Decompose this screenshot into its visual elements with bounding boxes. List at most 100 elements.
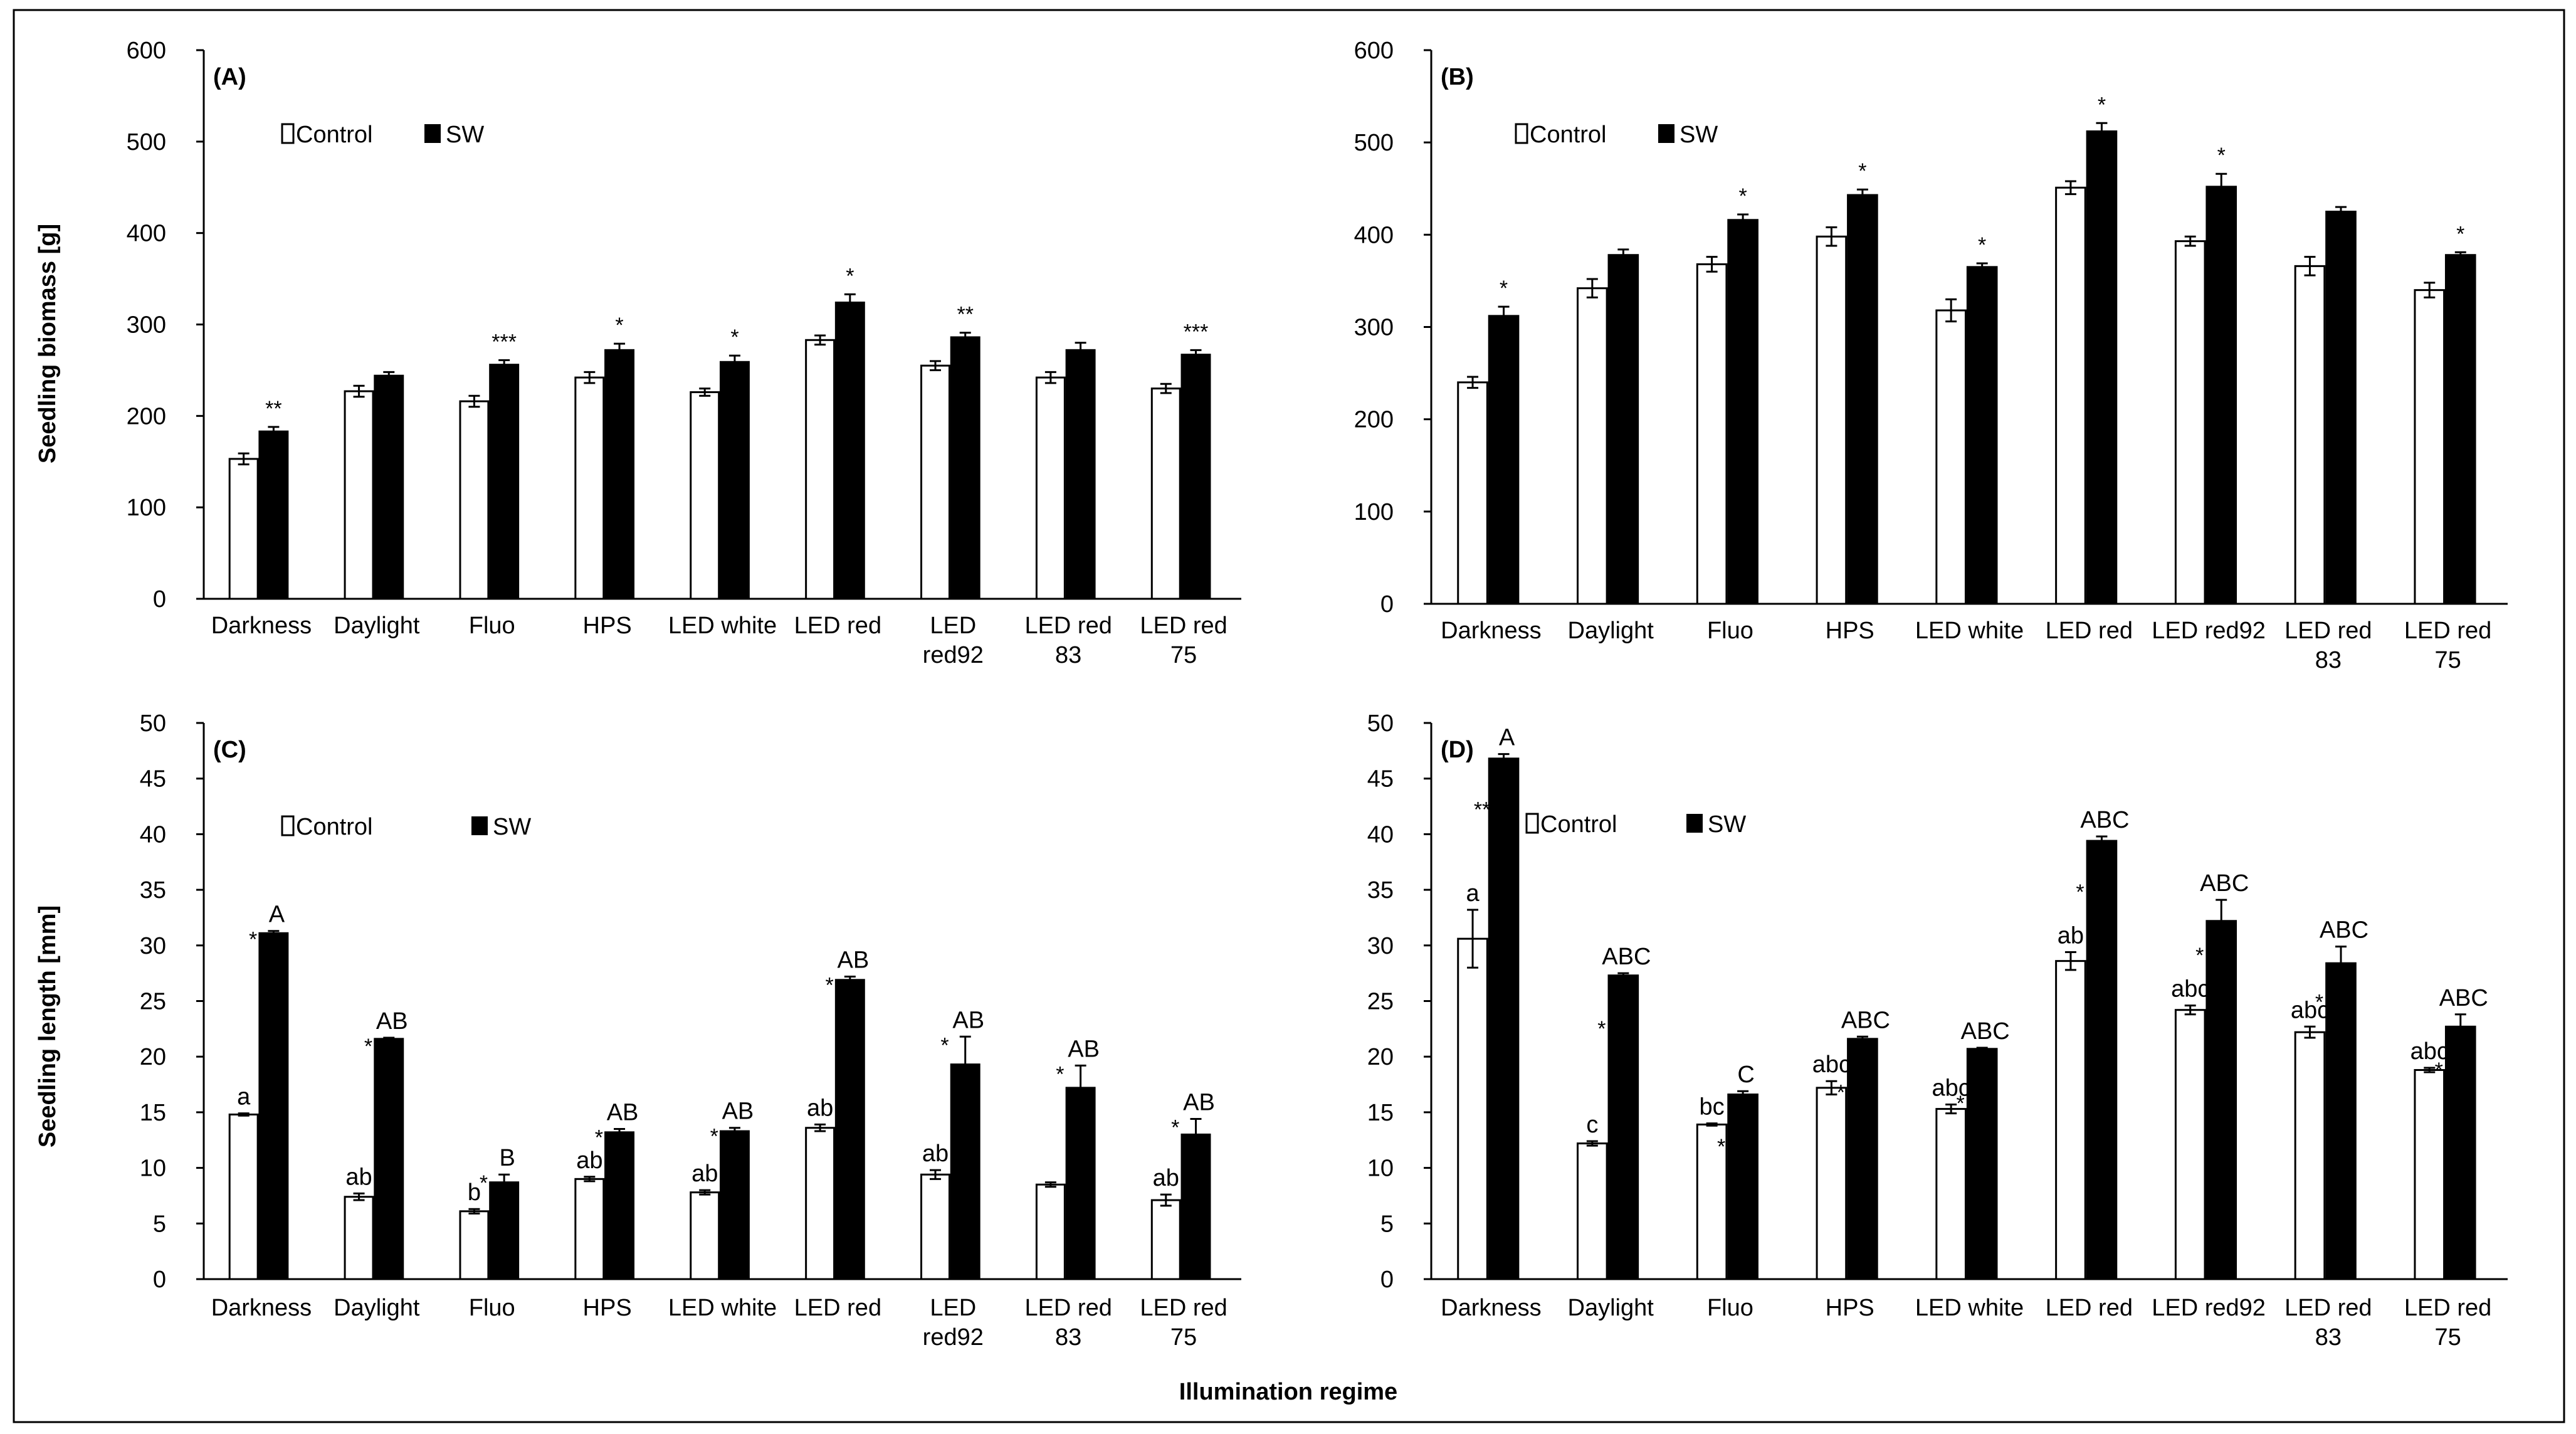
bar-sw — [604, 349, 635, 600]
bar-control — [805, 1127, 836, 1280]
bar-sw — [1065, 1087, 1096, 1280]
legend-label-sw: SW — [1680, 122, 1718, 148]
letter-label-sw: ABC — [1961, 1018, 2010, 1045]
significance-marker: * — [2456, 222, 2464, 246]
letter-label-sw: ABC — [2320, 917, 2368, 944]
category-label: LED red — [2404, 618, 2491, 644]
category-label: LED red — [794, 613, 881, 639]
y-tick-label: 10 — [140, 1156, 166, 1182]
category-label: LED red — [2404, 1295, 2491, 1321]
letter-label-sw: ABC — [2080, 807, 2129, 833]
significance-marker: * — [1171, 1116, 1179, 1140]
y-tick-label: 600 — [127, 38, 166, 64]
legend-swatch-control — [281, 123, 295, 144]
letter-label-sw: AB — [607, 1100, 639, 1126]
significance-marker: * — [2076, 880, 2084, 904]
significance-marker: *** — [492, 330, 517, 354]
y-tick-label: 200 — [1354, 407, 1394, 433]
letter-label-sw: ABC — [1602, 944, 1651, 970]
category-label: LED white — [1915, 1295, 2024, 1321]
letter-label-control: ab — [807, 1095, 833, 1121]
category-label: 83 — [1055, 642, 1081, 668]
y-tick-label: 0 — [153, 586, 166, 613]
panel-label: (B) — [1441, 64, 1474, 90]
letter-label-sw: B — [499, 1145, 515, 1171]
bar-sw — [2086, 130, 2118, 605]
y-tick-label: 15 — [140, 1100, 166, 1126]
y-tick-label: 0 — [153, 1267, 166, 1293]
letter-label-control: a — [237, 1084, 251, 1110]
bar-control — [690, 391, 720, 600]
significance-marker: * — [480, 1171, 488, 1195]
category-label: Fluo — [469, 613, 515, 639]
legend-label-sw: SW — [493, 814, 531, 840]
legend-label-control: Control — [296, 122, 373, 148]
y-tick-label: 40 — [1367, 821, 1394, 848]
category-label: 83 — [2315, 647, 2342, 673]
y-tick-label: 400 — [1354, 222, 1394, 248]
y-tick-label: 20 — [140, 1044, 166, 1070]
category-label: LED red — [1140, 1295, 1227, 1321]
significance-marker: * — [1500, 277, 1508, 300]
bar-control — [1935, 309, 1967, 605]
figure-frame — [13, 9, 2565, 1423]
category-label: Darkness — [211, 613, 312, 639]
letter-label-control: abc — [2291, 997, 2329, 1023]
y-tick-label: 5 — [1380, 1211, 1394, 1237]
y-tick-label: 500 — [127, 129, 166, 156]
category-label: red92 — [923, 1324, 984, 1351]
significance-marker: * — [846, 264, 854, 288]
bar-control — [2055, 960, 2086, 1280]
bar-control — [1816, 1087, 1848, 1280]
bar-control — [574, 1178, 605, 1280]
x-axis-title: Illumination regime — [1179, 1379, 1397, 1405]
bar-sw — [258, 430, 289, 600]
significance-marker: * — [2195, 944, 2204, 967]
letter-label-control: ab — [1153, 1165, 1179, 1191]
category-label: Daylight — [334, 1295, 420, 1321]
bar-control — [2294, 1031, 2326, 1280]
bar-control — [228, 458, 259, 600]
bar-sw — [2325, 962, 2357, 1280]
y-tick-label: 50 — [1367, 710, 1394, 737]
bar-control — [1035, 1183, 1066, 1280]
bar-control — [1577, 1142, 1608, 1280]
category-label: LED — [930, 1295, 976, 1321]
legend-swatch-sw — [1658, 124, 1674, 143]
bar-sw — [2444, 1025, 2476, 1280]
bar-control — [2174, 240, 2206, 605]
panel-c-chart: 0 5 10 15 20 25 30 35 40 45 50 (C) Control SW a A * Darkn… — [140, 710, 1241, 1351]
significance-marker: * — [825, 973, 833, 997]
letter-label-sw: AB — [722, 1099, 754, 1125]
bar-control — [1696, 263, 1728, 605]
legend-label-control: Control — [1540, 811, 1617, 838]
significance-marker: * — [1978, 233, 1986, 257]
bar-sw — [2086, 840, 2118, 1280]
letter-label-control: ab — [576, 1147, 602, 1174]
category-label: LED white — [668, 613, 777, 639]
bar-control — [2174, 1009, 2206, 1280]
bar-sw — [258, 932, 289, 1280]
bar-sw — [374, 1038, 404, 1280]
letter-label-sw: AB — [1183, 1090, 1215, 1116]
significance-marker: * — [1056, 1062, 1064, 1086]
bar-sw — [834, 302, 865, 600]
category-label: 75 — [1170, 1324, 1197, 1351]
category-label: LED red — [2284, 618, 2372, 644]
letter-label-control: c — [1586, 1112, 1598, 1138]
bar-sw — [1180, 1133, 1211, 1280]
bar-control — [1457, 937, 1488, 1280]
bar-sw — [950, 336, 980, 600]
bar-sw — [2325, 211, 2357, 605]
bar-sw — [834, 979, 865, 1280]
bar-control — [1935, 1108, 1967, 1280]
significance-marker: ** — [265, 397, 281, 421]
bar-sw — [1488, 315, 1520, 605]
bar-control — [1150, 1199, 1181, 1280]
category-label: LED red — [2284, 1295, 2372, 1321]
significance-marker: * — [2098, 93, 2106, 117]
letter-label-sw: AB — [1068, 1036, 1100, 1062]
letter-label-sw: A — [1499, 725, 1515, 751]
